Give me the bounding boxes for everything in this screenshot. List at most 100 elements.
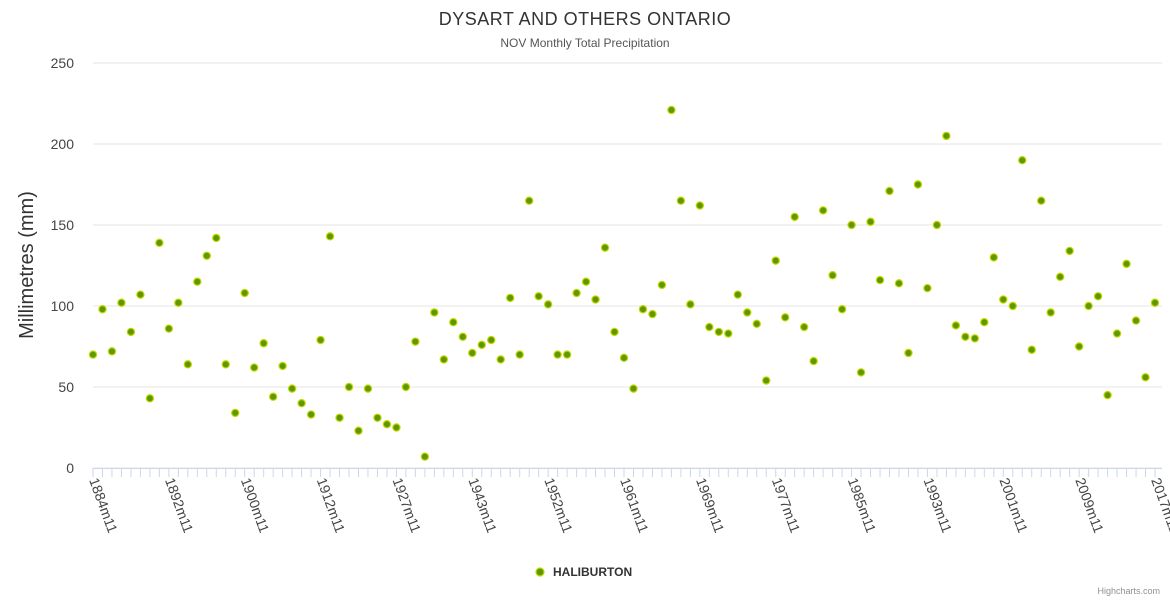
data-point[interactable] bbox=[88, 350, 98, 359]
data-point[interactable] bbox=[923, 283, 932, 293]
data-point[interactable] bbox=[249, 363, 259, 372]
data-point[interactable] bbox=[136, 290, 145, 299]
data-point[interactable] bbox=[1093, 292, 1103, 301]
data-point[interactable] bbox=[1084, 301, 1093, 311]
data-point[interactable] bbox=[1141, 373, 1150, 382]
data-point[interactable] bbox=[439, 355, 449, 364]
data-point[interactable] bbox=[306, 410, 316, 419]
data-point[interactable] bbox=[126, 327, 136, 337]
data-point[interactable] bbox=[1131, 316, 1141, 325]
data-point[interactable] bbox=[970, 334, 980, 343]
data-point[interactable] bbox=[799, 322, 809, 332]
data-point[interactable] bbox=[847, 220, 856, 230]
data-point[interactable] bbox=[107, 347, 117, 356]
data-point[interactable] bbox=[885, 186, 894, 196]
data-point[interactable] bbox=[1150, 298, 1160, 307]
data-point[interactable] bbox=[1046, 308, 1055, 317]
data-point[interactable] bbox=[335, 413, 344, 422]
data-point[interactable] bbox=[373, 413, 382, 422]
data-point[interactable] bbox=[1055, 272, 1065, 282]
data-point[interactable] bbox=[676, 196, 686, 205]
data-point[interactable] bbox=[980, 318, 989, 327]
data-point[interactable] bbox=[354, 426, 363, 435]
data-point[interactable] bbox=[1103, 390, 1112, 400]
data-point[interactable] bbox=[904, 348, 913, 358]
data-point[interactable] bbox=[629, 384, 638, 393]
data-point[interactable] bbox=[221, 360, 230, 369]
data-point[interactable] bbox=[1065, 246, 1074, 256]
data-point[interactable] bbox=[344, 382, 354, 392]
data-point[interactable] bbox=[259, 339, 268, 348]
data-point[interactable] bbox=[411, 337, 420, 346]
data-point[interactable] bbox=[875, 275, 885, 285]
data-point[interactable] bbox=[401, 382, 411, 392]
data-point[interactable] bbox=[894, 279, 904, 288]
data-point[interactable] bbox=[193, 277, 202, 286]
data-point[interactable] bbox=[231, 408, 240, 418]
data-point[interactable] bbox=[268, 392, 278, 401]
data-point[interactable] bbox=[581, 277, 591, 286]
data-point[interactable] bbox=[174, 298, 183, 307]
data-point[interactable] bbox=[638, 305, 648, 314]
data-point[interactable] bbox=[430, 308, 439, 317]
data-point[interactable] bbox=[999, 295, 1008, 304]
data-point[interactable] bbox=[780, 313, 790, 322]
data-point[interactable] bbox=[1008, 301, 1017, 311]
data-point[interactable] bbox=[648, 309, 657, 319]
data-point[interactable] bbox=[287, 384, 297, 393]
data-point[interactable] bbox=[553, 350, 562, 359]
data-point[interactable] bbox=[363, 384, 373, 393]
data-point[interactable] bbox=[913, 180, 923, 189]
data-point[interactable] bbox=[600, 243, 610, 252]
data-point[interactable] bbox=[951, 321, 961, 330]
data-point[interactable] bbox=[145, 394, 155, 403]
data-point[interactable] bbox=[202, 251, 211, 260]
data-point[interactable] bbox=[1122, 259, 1131, 269]
data-point[interactable] bbox=[562, 350, 572, 359]
data-point[interactable] bbox=[1112, 329, 1122, 338]
data-point[interactable] bbox=[771, 256, 780, 265]
data-point[interactable] bbox=[240, 288, 249, 298]
data-point[interactable] bbox=[468, 348, 477, 358]
data-point[interactable] bbox=[989, 253, 999, 262]
data-point[interactable] bbox=[733, 290, 742, 299]
legend-label-haliburton[interactable]: HALIBURTON bbox=[553, 565, 632, 579]
data-point[interactable] bbox=[316, 335, 325, 345]
data-point[interactable] bbox=[1027, 345, 1036, 354]
data-point[interactable] bbox=[98, 305, 107, 314]
data-point[interactable] bbox=[743, 308, 752, 317]
data-point[interactable] bbox=[524, 196, 534, 205]
data-point[interactable] bbox=[458, 332, 468, 341]
data-point[interactable] bbox=[752, 319, 761, 329]
data-point[interactable] bbox=[932, 220, 942, 230]
data-point[interactable] bbox=[278, 361, 287, 371]
data-point[interactable] bbox=[619, 353, 629, 363]
data-point[interactable] bbox=[382, 420, 392, 429]
data-point[interactable] bbox=[942, 131, 951, 141]
data-point[interactable] bbox=[572, 288, 581, 298]
data-point[interactable] bbox=[1037, 196, 1046, 205]
data-point[interactable] bbox=[487, 335, 496, 345]
data-point[interactable] bbox=[667, 105, 676, 115]
data-point[interactable] bbox=[762, 376, 771, 385]
data-point[interactable] bbox=[961, 332, 970, 341]
data-point[interactable] bbox=[297, 399, 306, 408]
data-point[interactable] bbox=[809, 356, 818, 366]
data-point[interactable] bbox=[155, 238, 164, 248]
data-point[interactable] bbox=[449, 318, 458, 327]
data-point[interactable] bbox=[506, 293, 515, 303]
data-point[interactable] bbox=[392, 423, 401, 432]
data-point[interactable] bbox=[790, 212, 799, 222]
legend-marker[interactable] bbox=[535, 567, 545, 577]
data-point[interactable] bbox=[818, 206, 828, 215]
data-point[interactable] bbox=[610, 327, 619, 337]
data-point[interactable] bbox=[866, 217, 875, 226]
data-point[interactable] bbox=[657, 280, 667, 290]
data-point[interactable] bbox=[1018, 155, 1027, 165]
data-point[interactable] bbox=[543, 300, 553, 309]
data-point[interactable] bbox=[212, 233, 221, 243]
data-point[interactable] bbox=[420, 452, 430, 461]
data-point[interactable] bbox=[837, 305, 847, 314]
data-point[interactable] bbox=[477, 340, 486, 350]
credits-link[interactable]: Highcharts.com bbox=[1097, 586, 1160, 596]
